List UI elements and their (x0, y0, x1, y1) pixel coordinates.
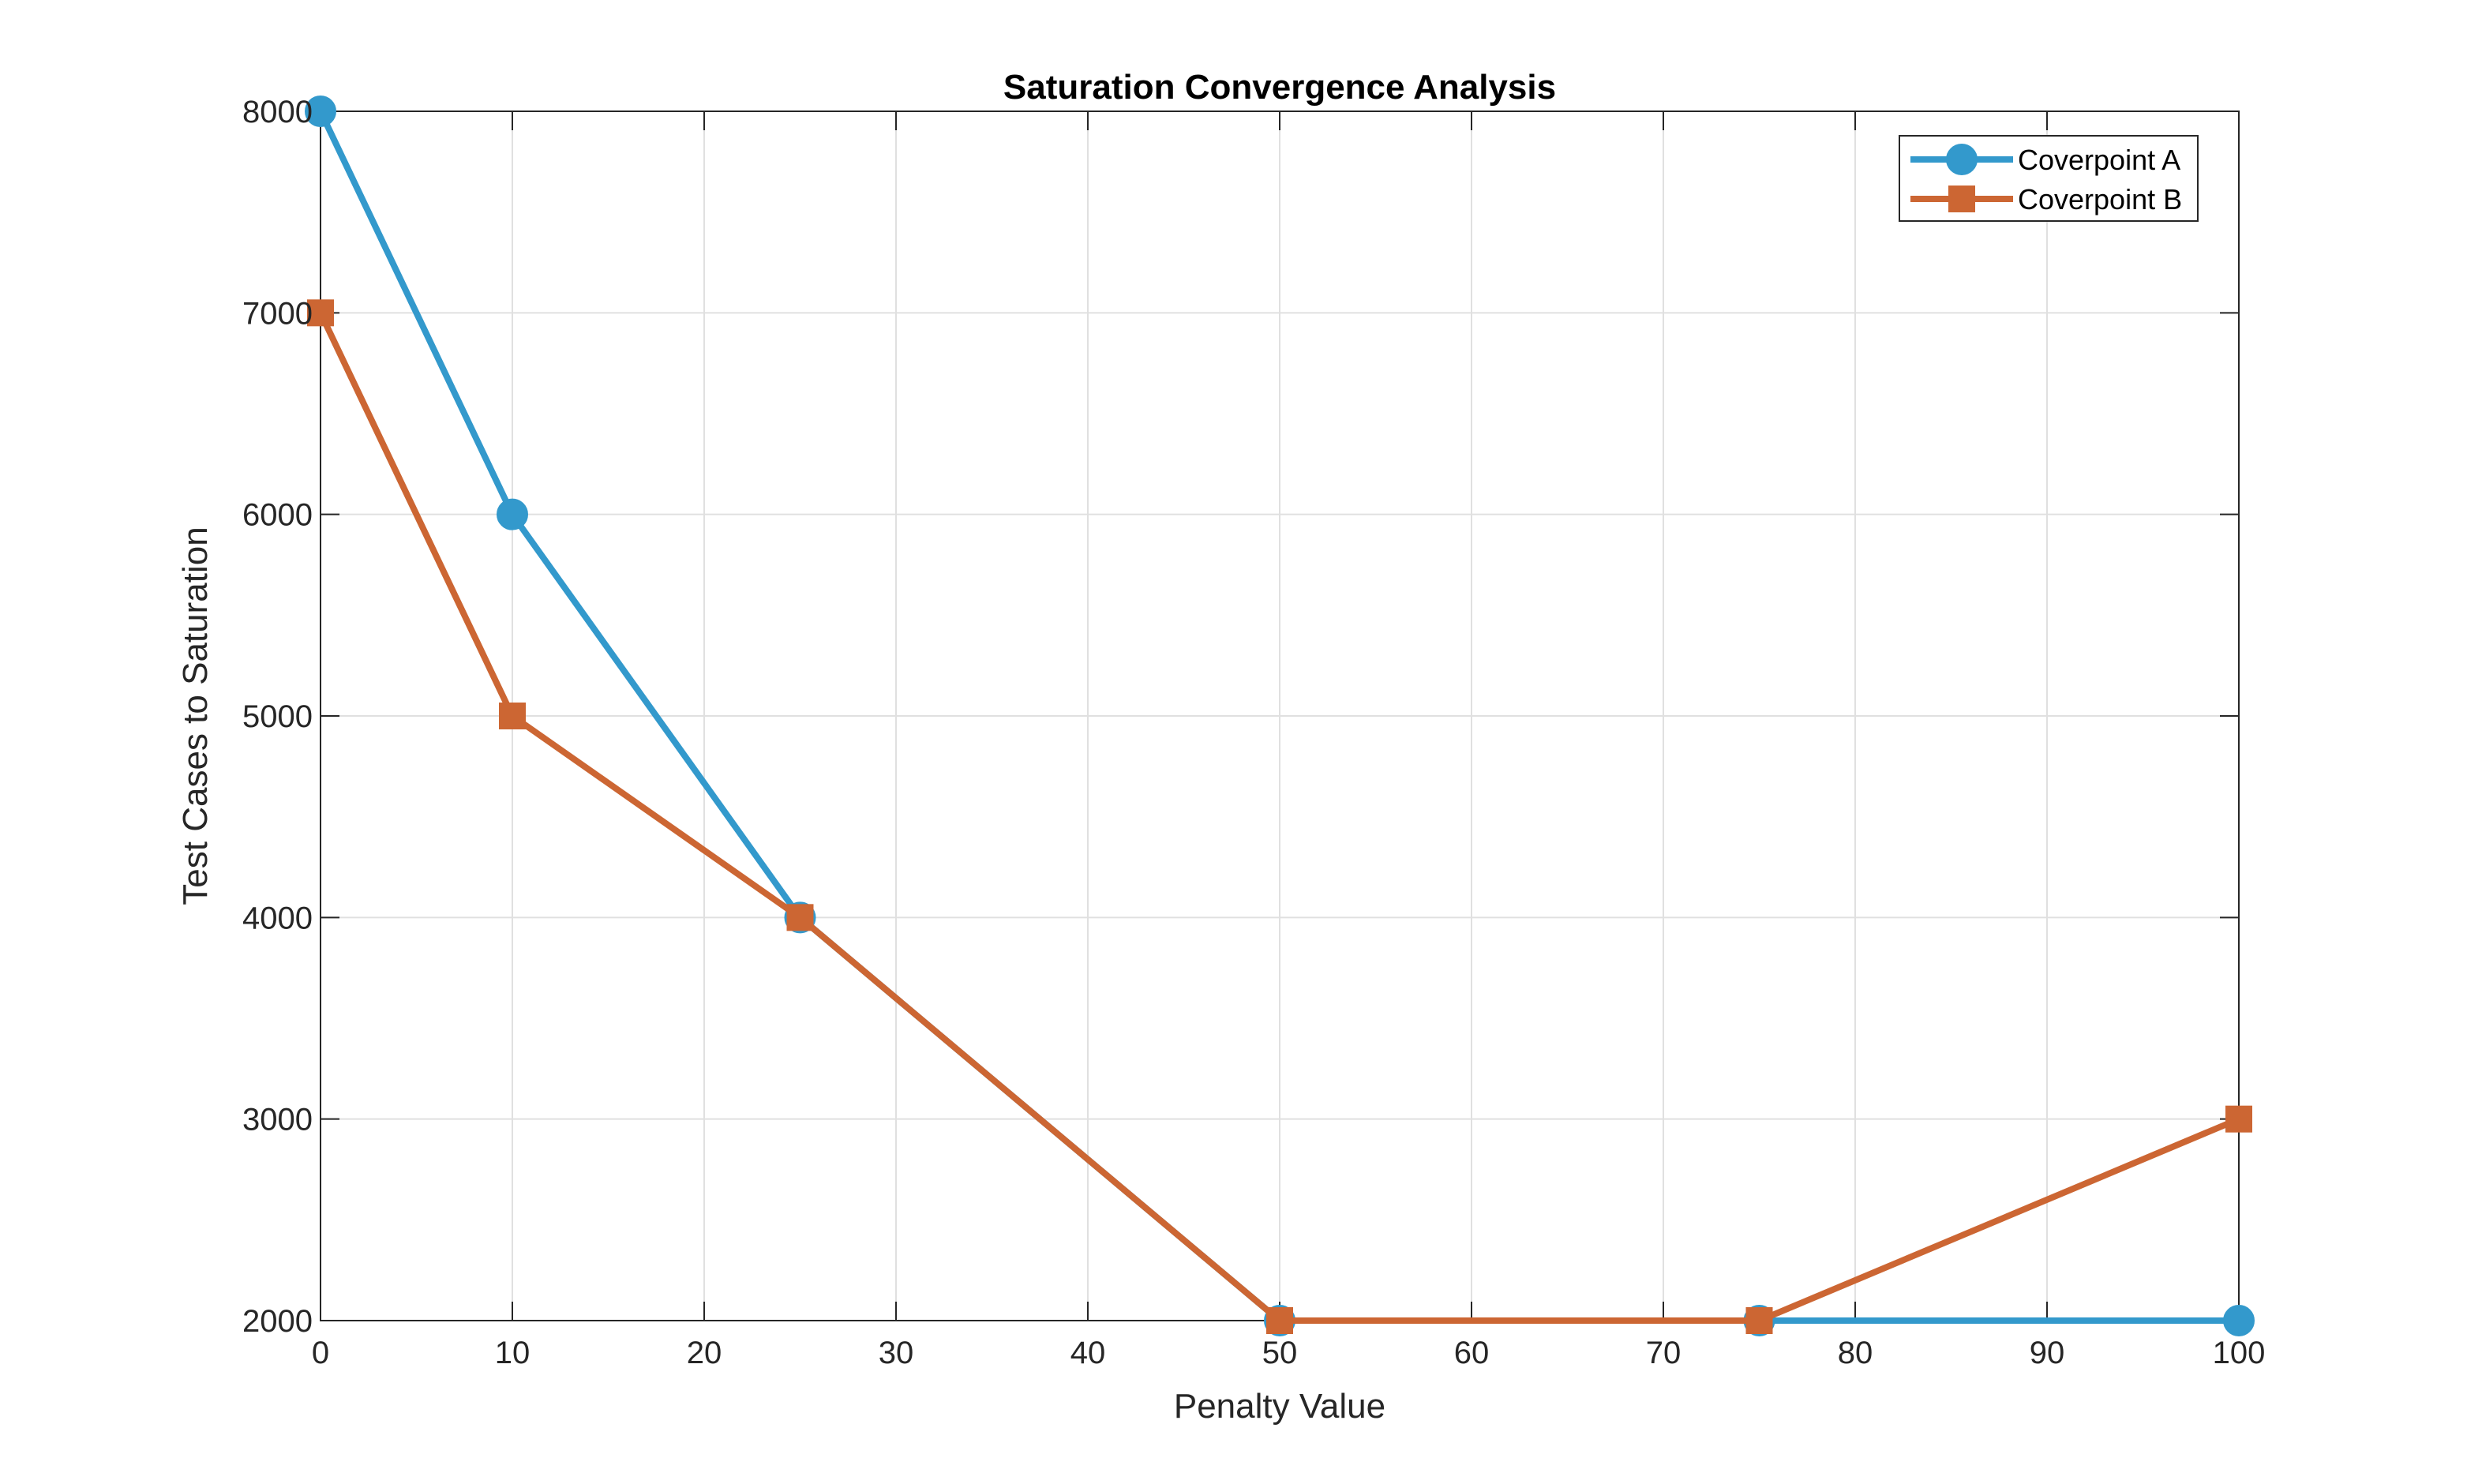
tick-labels: 0 10 20 30 40 50 60 70 80 90 100 2000 3000 4000 5000 60… (242, 95, 2265, 1370)
data-point (499, 703, 526, 729)
y-tick-label: 3000 (242, 1103, 313, 1137)
legend-item: Coverpoint B (1910, 183, 2182, 215)
y-axis-label: Test Cases to Saturation (176, 527, 215, 905)
data-point (2223, 1305, 2255, 1336)
x-tick-label: 30 (879, 1336, 914, 1370)
data-point (497, 498, 528, 530)
y-tick-label: 4000 (242, 901, 313, 935)
x-tick-label: 80 (1838, 1336, 1873, 1370)
data-point (2225, 1105, 2252, 1133)
y-tick-label: 5000 (242, 699, 313, 734)
legend-label: Coverpoint B (2018, 183, 2182, 215)
legend-label: Coverpoint A (2018, 144, 2180, 176)
x-tick-label: 10 (495, 1336, 531, 1370)
y-tick-label: 2000 (242, 1304, 313, 1339)
series-line (317, 311, 2240, 1324)
legend-item: Coverpoint A (1910, 144, 2180, 176)
y-tick-label: 7000 (242, 296, 313, 331)
x-tick-label: 40 (1070, 1336, 1106, 1370)
legend-marker (1948, 186, 1975, 212)
y-tick-label: 6000 (242, 498, 313, 533)
data-point (1266, 1307, 1293, 1334)
x-tick-label: 0 (312, 1336, 329, 1370)
legend-marker (1946, 144, 1978, 175)
series-layer (305, 96, 2255, 1336)
x-tick-label: 100 (2213, 1336, 2266, 1370)
x-tick-label: 90 (2030, 1336, 2065, 1370)
x-tick-label: 20 (687, 1336, 722, 1370)
x-tick-label: 60 (1454, 1336, 1490, 1370)
data-point (786, 904, 814, 931)
chart-title: Saturation Convergence Analysis (1003, 68, 1556, 107)
legend: Coverpoint A Coverpoint B (1899, 135, 2199, 222)
data-point (307, 299, 334, 327)
x-axis-label: Penalty Value (1174, 1387, 1385, 1426)
data-point (1745, 1307, 1773, 1334)
y-tick-label: 8000 (242, 95, 313, 129)
data-point (305, 96, 336, 127)
x-tick-label: 70 (1646, 1336, 1682, 1370)
x-tick-label: 50 (1262, 1336, 1298, 1370)
series-coverpoint-b (307, 299, 2252, 1334)
